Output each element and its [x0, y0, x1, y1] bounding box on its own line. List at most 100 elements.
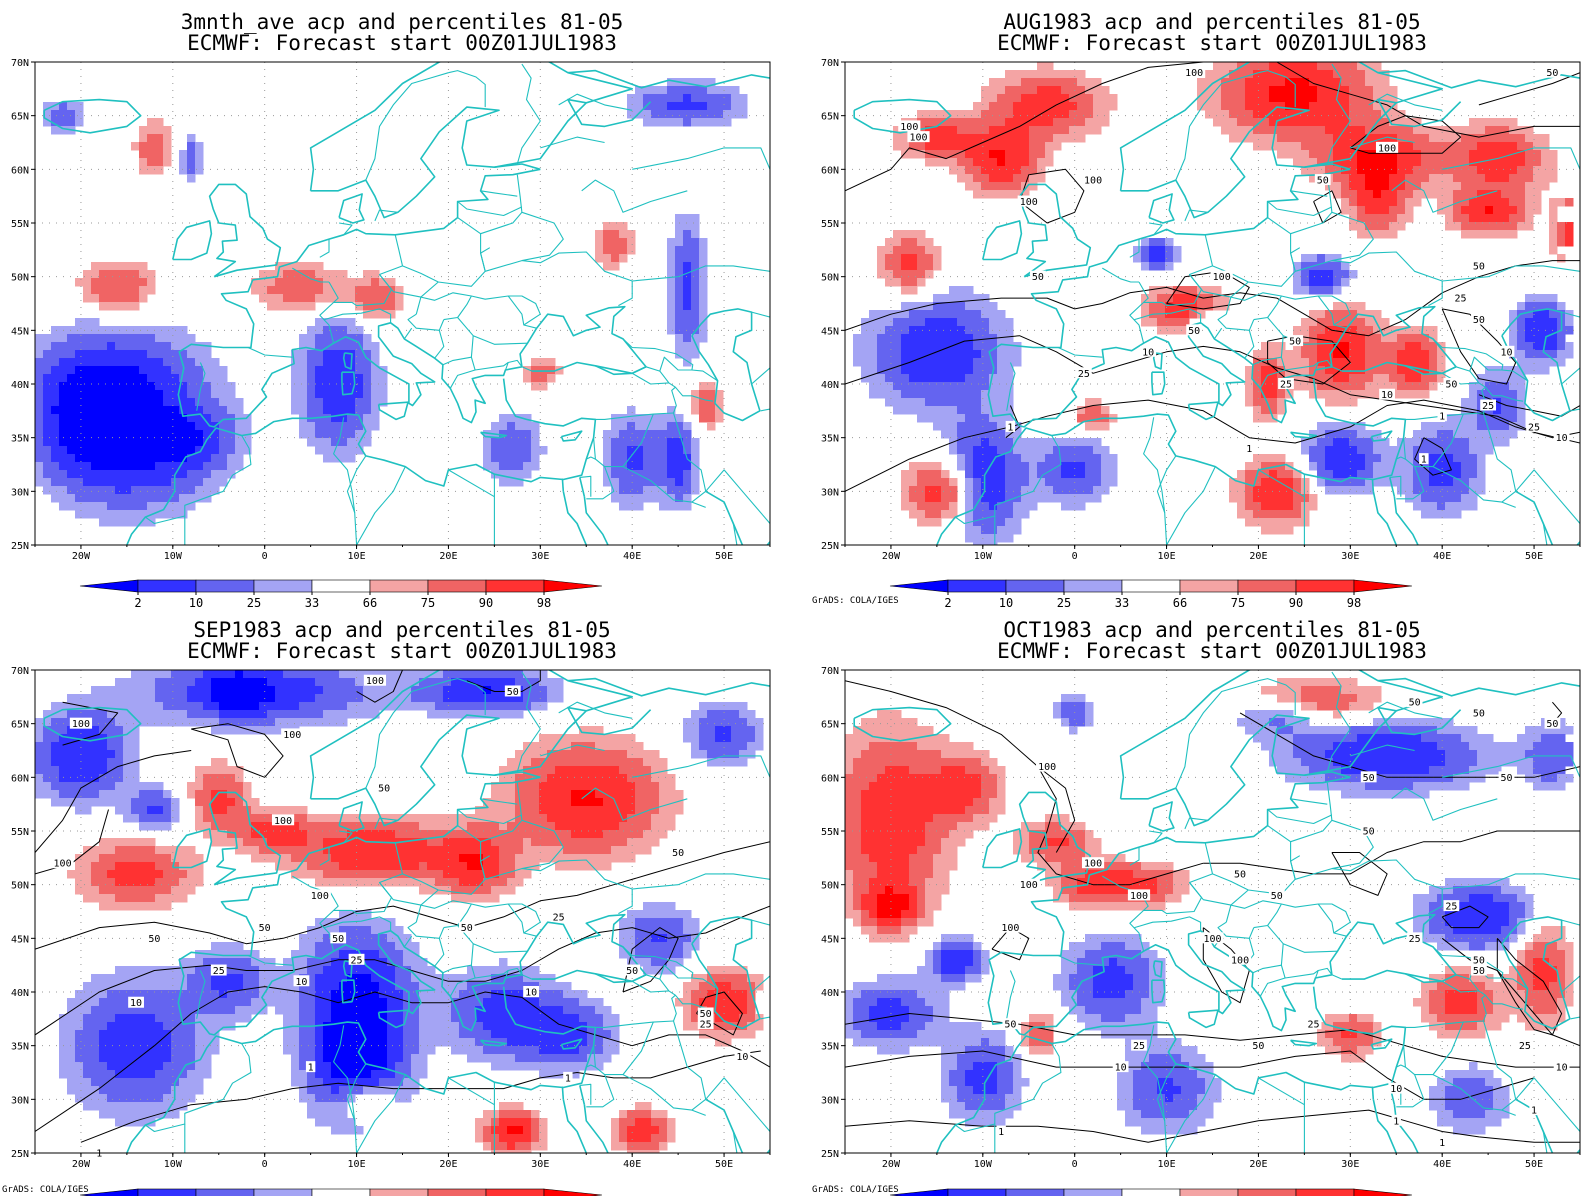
country-border — [1561, 311, 1580, 318]
shading-cell — [499, 958, 508, 967]
shading-cell — [611, 438, 668, 447]
contour-label-bg — [697, 1007, 714, 1019]
shading-cell — [75, 494, 180, 503]
shading-cell — [1325, 1030, 1342, 1039]
shading-cell — [1349, 110, 1382, 119]
shading-cell — [1525, 302, 1558, 311]
shading-cell — [1277, 694, 1302, 703]
shading-cell — [315, 430, 356, 439]
shading-cell — [1037, 86, 1062, 95]
country-border — [1501, 1109, 1516, 1116]
shading-cell — [1405, 206, 1414, 215]
shading-cell — [909, 142, 926, 151]
shading-cell — [491, 790, 516, 799]
shading-cell — [307, 382, 316, 391]
shading-cell — [299, 1014, 316, 1023]
shading-cell — [75, 454, 188, 463]
y-tick-label: 25N — [11, 1149, 29, 1160]
shading-cell — [981, 310, 1006, 319]
shading-cell — [997, 782, 1006, 791]
shading-cell — [1469, 742, 1534, 751]
shading-cell — [1525, 150, 1542, 159]
shading-cell — [1517, 414, 1526, 423]
shading-cell — [1133, 1094, 1166, 1103]
shading-cell — [51, 742, 108, 751]
shading-cell — [1157, 326, 1190, 335]
shading-cell — [1061, 990, 1078, 999]
shading-cell — [635, 790, 660, 799]
shading-cell — [307, 862, 340, 871]
shading-cell — [299, 342, 316, 351]
country-border — [1006, 970, 1016, 1019]
country-border — [508, 903, 541, 934]
shading-cell — [219, 398, 244, 407]
shading-cell — [355, 294, 396, 303]
contour-label-bg — [1553, 431, 1570, 443]
shading-cell — [909, 374, 966, 383]
shading-cell — [941, 750, 990, 759]
shading-cell — [1085, 398, 1102, 407]
shading-cell — [275, 1006, 300, 1015]
coastline — [1371, 1086, 1375, 1100]
shading-cell — [163, 142, 172, 151]
shading-cell — [901, 1022, 926, 1031]
shading-cell — [861, 790, 982, 799]
shading-cell — [611, 1030, 620, 1039]
shading-cell — [331, 1086, 340, 1095]
shading-cell — [211, 726, 300, 735]
shading-cell — [917, 846, 942, 855]
shading-cell — [387, 1006, 404, 1015]
shading-cell — [267, 302, 316, 311]
shading-cell — [187, 134, 196, 143]
shading-cell — [853, 766, 886, 775]
shading-cell — [491, 446, 532, 455]
shading-cell — [659, 782, 676, 791]
percentile-shading — [35, 670, 764, 1153]
shading-cell — [187, 166, 196, 175]
shading-cell — [211, 790, 228, 799]
shading-cell — [1373, 94, 1398, 103]
shading-cell — [291, 358, 308, 367]
shading-cell — [683, 726, 700, 735]
shading-cell — [179, 406, 204, 415]
shading-cell — [853, 998, 878, 1007]
country-border — [1258, 1077, 1305, 1106]
contour-label: 10 — [1142, 347, 1154, 358]
shading-cell — [845, 1006, 854, 1015]
shading-cell — [1205, 110, 1230, 119]
colorbar-label: 33 — [1115, 596, 1129, 610]
shading-cell — [51, 454, 76, 463]
shading-cell — [699, 382, 716, 391]
grads-credit: GrADS: COLA/IGES — [812, 1185, 899, 1195]
shading-cell — [973, 798, 990, 807]
x-tick-label: 50E — [1525, 1159, 1543, 1170]
shading-cell — [1277, 766, 1310, 775]
shading-cell — [1093, 446, 1110, 455]
shading-cell — [1429, 766, 1470, 775]
shading-cell — [699, 1030, 756, 1039]
shading-cell — [1061, 950, 1086, 959]
shading-cell — [1301, 318, 1318, 327]
shading-cell — [691, 454, 700, 463]
contour-label-bg — [281, 728, 304, 740]
shading-cell — [989, 150, 1006, 159]
shading-cell — [1429, 1102, 1446, 1111]
x-tick-label: 40E — [1433, 551, 1451, 562]
shading-cell — [885, 238, 902, 247]
shading-cell — [51, 494, 76, 503]
shading-cell — [219, 718, 276, 727]
shading-cell — [651, 934, 668, 943]
shading-cell — [1533, 166, 1558, 175]
shading-cell — [483, 878, 508, 887]
shading-cell — [595, 1006, 612, 1015]
shading-cell — [1317, 94, 1350, 103]
shading-cell — [411, 974, 492, 983]
shading-cell — [1333, 710, 1342, 719]
shading-cell — [1045, 142, 1062, 151]
shading-cell — [51, 478, 84, 487]
shading-cell — [1317, 1022, 1334, 1031]
shading-cell — [35, 390, 44, 399]
shading-cell — [1437, 198, 1454, 207]
country-border — [1225, 292, 1282, 321]
country-border — [1006, 362, 1016, 411]
